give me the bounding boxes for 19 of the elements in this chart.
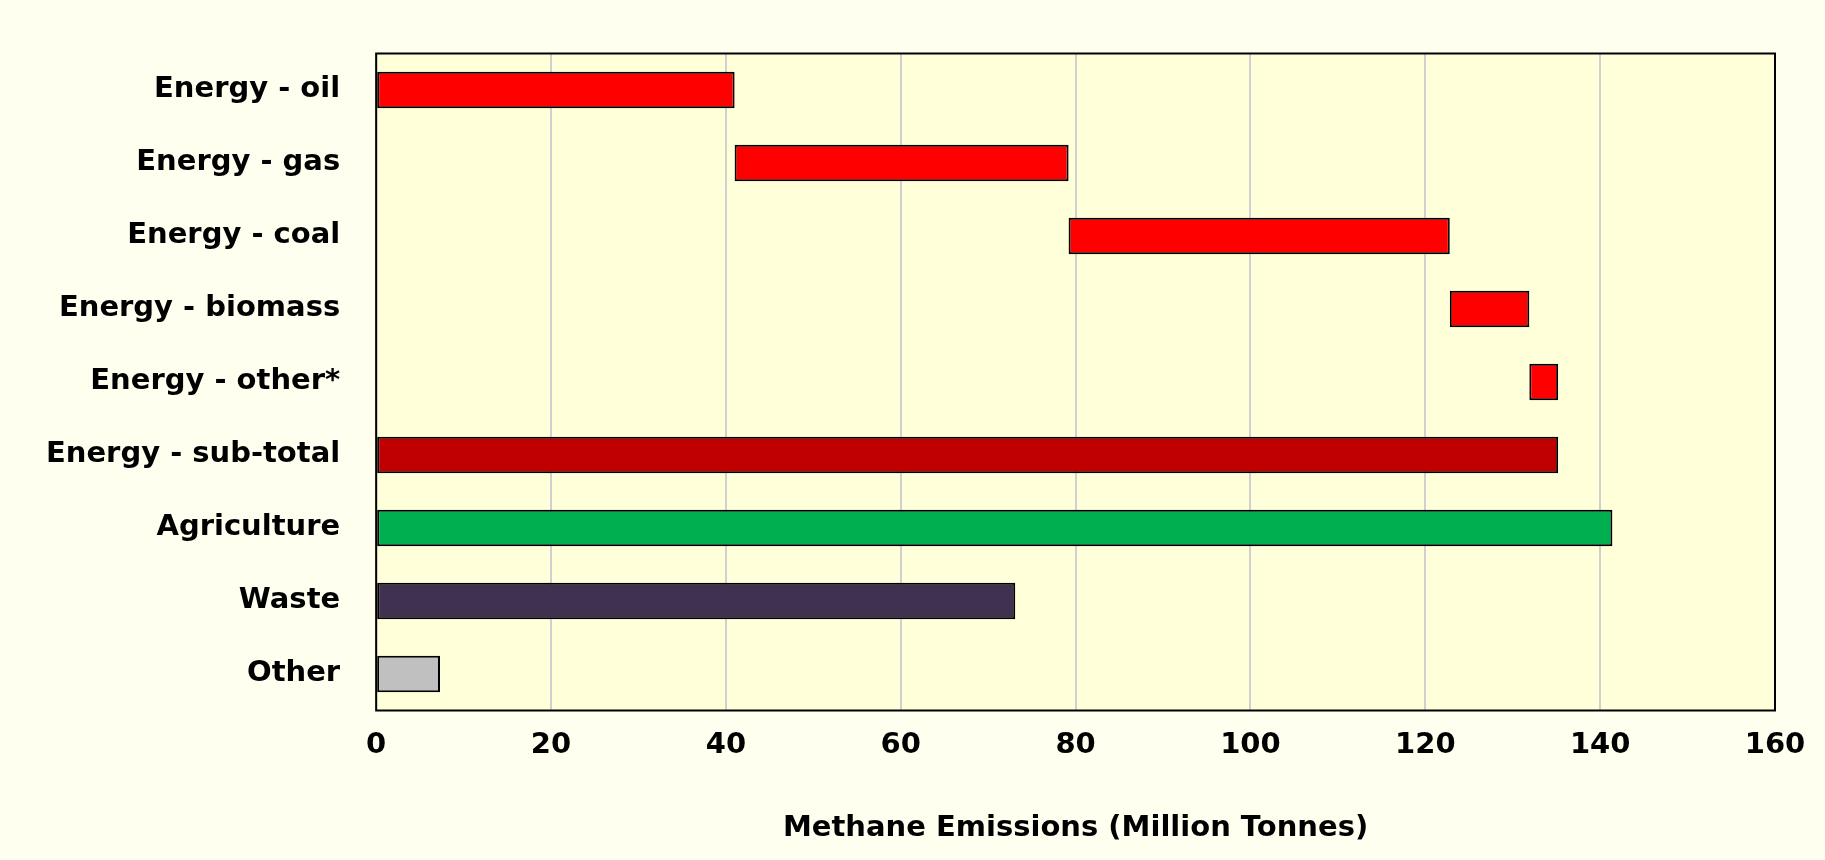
- y-tick-label: Energy - sub-total: [45, 435, 341, 470]
- y-tick-label: Waste: [238, 581, 341, 616]
- y-tick-label: Energy - gas: [136, 143, 341, 178]
- y-tick-label: Energy - coal: [127, 216, 341, 251]
- x-tick-label: 20: [530, 726, 572, 761]
- y-tick-label: Energy - oil: [154, 70, 341, 105]
- x-tick-label: 40: [705, 726, 747, 761]
- y-tick-label: Agriculture: [156, 508, 341, 543]
- x-axis-title: Methane Emissions (Million Tonnes): [782, 809, 1369, 844]
- x-tick-label: 0: [366, 726, 387, 761]
- y-tick-label: Energy - other*: [90, 362, 341, 397]
- x-tick-label: 160: [1744, 726, 1806, 761]
- y-tick-label: Energy - biomass: [58, 289, 341, 324]
- x-tick-label: 100: [1220, 726, 1281, 761]
- y-tick-label: Other: [247, 654, 341, 689]
- x-tick-label: 140: [1569, 726, 1631, 761]
- x-tick-label: 120: [1395, 726, 1456, 761]
- x-tick-label: 80: [1055, 726, 1096, 761]
- x-tick-label: 60: [880, 726, 921, 761]
